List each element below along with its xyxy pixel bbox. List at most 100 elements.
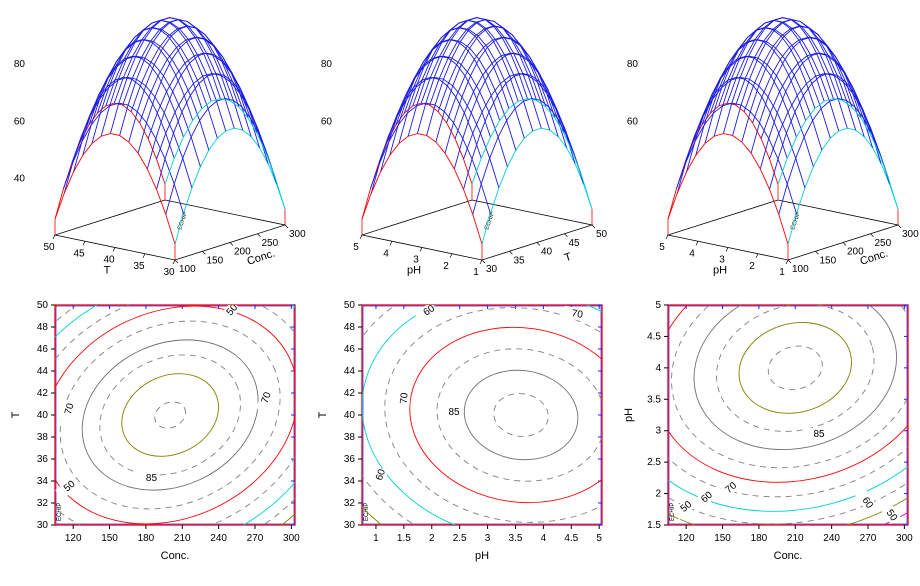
svg-text:30: 30 <box>37 520 49 531</box>
svg-text:1: 1 <box>373 533 379 544</box>
svg-text:270: 270 <box>860 533 877 544</box>
svg-text:100: 100 <box>179 264 196 275</box>
svg-text:300: 300 <box>902 229 919 240</box>
svg-text:2: 2 <box>750 261 756 272</box>
svg-text:30: 30 <box>163 267 175 278</box>
svg-text:70: 70 <box>260 390 274 405</box>
svg-text:85: 85 <box>814 429 826 440</box>
svg-text:38: 38 <box>37 432 49 443</box>
svg-text:300: 300 <box>283 533 300 544</box>
svg-text:240: 240 <box>824 533 841 544</box>
svg-text:180: 180 <box>138 533 155 544</box>
svg-text:3.5: 3.5 <box>508 533 522 544</box>
svg-text:50: 50 <box>344 300 356 311</box>
svg-text:46: 46 <box>37 344 49 355</box>
svg-text:40: 40 <box>344 410 356 421</box>
svg-text:2.5: 2.5 <box>647 457 661 468</box>
svg-text:5: 5 <box>353 242 359 253</box>
svg-text:4: 4 <box>690 248 696 259</box>
svg-text:42: 42 <box>37 388 49 399</box>
svg-text:5: 5 <box>596 533 602 544</box>
svg-text:Conc.: Conc. <box>161 550 190 562</box>
svg-text:4: 4 <box>383 248 389 259</box>
svg-text:150: 150 <box>820 255 837 266</box>
svg-text:2.5: 2.5 <box>452 533 466 544</box>
svg-text:2: 2 <box>443 261 449 272</box>
svg-text:270: 270 <box>247 533 264 544</box>
svg-text:50: 50 <box>43 242 55 253</box>
svg-text:48: 48 <box>37 322 49 333</box>
svg-text:120: 120 <box>678 533 695 544</box>
svg-text:45: 45 <box>568 238 580 249</box>
svg-text:85: 85 <box>146 473 158 484</box>
svg-text:300: 300 <box>896 533 913 544</box>
svg-text:1: 1 <box>473 267 479 278</box>
contour-plot-1: 1201501802102402703003032343638404244464… <box>0 293 307 586</box>
svg-text:1.5: 1.5 <box>647 520 661 531</box>
svg-text:34: 34 <box>37 476 49 487</box>
svg-text:44: 44 <box>37 366 49 377</box>
svg-text:250: 250 <box>875 238 892 249</box>
svg-text:35: 35 <box>513 255 525 266</box>
svg-text:4: 4 <box>656 363 662 374</box>
svg-text:T: T <box>317 411 329 418</box>
svg-text:80: 80 <box>627 59 639 70</box>
svg-text:5: 5 <box>656 300 662 311</box>
svg-text:85: 85 <box>448 407 460 418</box>
svg-text:2: 2 <box>656 489 662 500</box>
svg-text:100: 100 <box>792 264 809 275</box>
surface-plot-1: 5045403530T100150200250300Conc.406080ECH… <box>0 0 307 293</box>
svg-text:45: 45 <box>73 248 85 259</box>
svg-text:40: 40 <box>14 174 26 185</box>
svg-text:32: 32 <box>344 498 356 509</box>
svg-text:36: 36 <box>344 454 356 465</box>
svg-text:30: 30 <box>344 520 356 531</box>
svg-text:3: 3 <box>656 426 662 437</box>
svg-text:3: 3 <box>484 533 490 544</box>
svg-text:1: 1 <box>780 267 786 278</box>
svg-text:48: 48 <box>344 322 356 333</box>
svg-text:250: 250 <box>262 238 279 249</box>
svg-text:pH: pH <box>623 408 635 422</box>
svg-text:5: 5 <box>660 242 666 253</box>
svg-text:150: 150 <box>207 255 224 266</box>
svg-text:60: 60 <box>627 116 639 127</box>
svg-text:34: 34 <box>344 476 356 487</box>
svg-text:150: 150 <box>715 533 732 544</box>
svg-text:70: 70 <box>398 392 410 404</box>
svg-text:T: T <box>104 265 111 277</box>
figure-grid: 5045403530T100150200250300Conc.406080ECH… <box>0 0 920 586</box>
svg-text:180: 180 <box>751 533 768 544</box>
svg-text:300: 300 <box>289 229 306 240</box>
svg-text:80: 80 <box>321 59 333 70</box>
svg-text:Conc.: Conc. <box>774 550 803 562</box>
svg-text:50: 50 <box>596 229 608 240</box>
svg-text:3.5: 3.5 <box>647 394 661 405</box>
svg-text:60: 60 <box>321 116 333 127</box>
svg-text:38: 38 <box>344 432 356 443</box>
svg-text:36: 36 <box>37 454 49 465</box>
svg-text:40: 40 <box>37 410 49 421</box>
svg-text:30: 30 <box>486 264 498 275</box>
svg-text:4.5: 4.5 <box>564 533 578 544</box>
svg-text:pH: pH <box>407 265 421 277</box>
svg-text:50: 50 <box>37 300 49 311</box>
svg-text:210: 210 <box>787 533 804 544</box>
svg-text:pH: pH <box>475 550 489 562</box>
svg-text:35: 35 <box>133 261 145 272</box>
surface-plot-2: 54321pH3035404550T6080ECHIP <box>307 0 614 293</box>
contour-plot-2: 11.522.533.544.553032343638404244464850p… <box>307 293 614 586</box>
svg-text:44: 44 <box>344 366 356 377</box>
svg-text:40: 40 <box>541 247 553 258</box>
svg-text:32: 32 <box>37 498 49 509</box>
svg-text:150: 150 <box>101 533 118 544</box>
svg-text:pH: pH <box>713 265 727 277</box>
svg-text:80: 80 <box>14 59 26 70</box>
svg-text:240: 240 <box>210 533 227 544</box>
svg-text:4.5: 4.5 <box>647 331 661 342</box>
surface-plot-3: 54321pH100150200250300Conc.6080ECHIP <box>613 0 920 293</box>
svg-text:T: T <box>563 251 573 265</box>
svg-text:60: 60 <box>14 116 26 127</box>
contour-plot-3: 120 150 180 210 240 270 300 1.5 2 2.5 3 3.5 4 4.5 5 Con… <box>613 293 920 586</box>
svg-text:60: 60 <box>374 467 388 482</box>
